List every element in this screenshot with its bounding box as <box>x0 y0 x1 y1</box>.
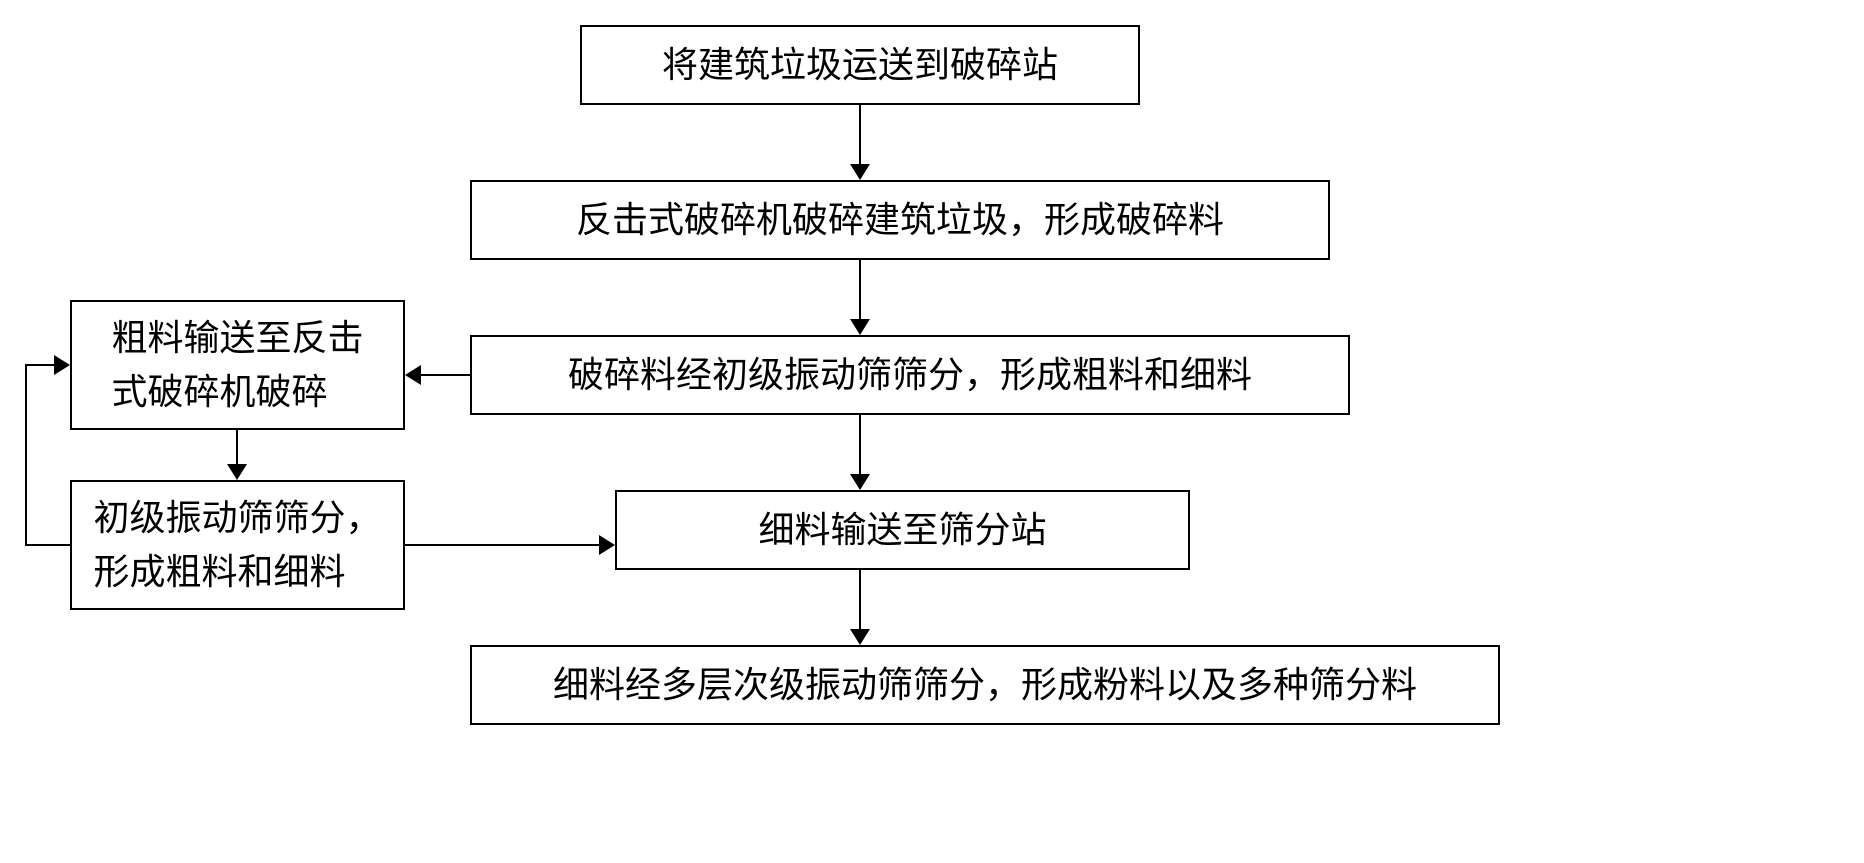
node-text: 破碎料经初级振动筛筛分，形成粗料和细料 <box>568 348 1252 402</box>
arrow-line <box>25 364 55 366</box>
arrow-line <box>25 364 27 546</box>
arrow-line <box>859 415 861 475</box>
flowchart-node-secondary-screen: 细料经多层次级振动筛筛分，形成粉料以及多种筛分料 <box>470 645 1500 725</box>
node-text: 粗料输送至反击式破碎机破碎 <box>111 311 363 419</box>
arrow-line <box>859 105 861 165</box>
arrow-line <box>859 570 861 630</box>
arrow-head-down-icon <box>850 319 870 335</box>
arrow-head-down-icon <box>850 164 870 180</box>
node-text: 细料输送至筛分站 <box>758 503 1046 557</box>
node-text: 反击式破碎机破碎建筑垃圾，形成破碎料 <box>576 193 1224 247</box>
arrow-line <box>25 544 70 546</box>
arrow-head-down-icon <box>227 464 247 480</box>
flowchart-node-primary-screen: 破碎料经初级振动筛筛分，形成粗料和细料 <box>470 335 1350 415</box>
arrow-line <box>420 374 470 376</box>
arrow-line <box>859 260 861 320</box>
flowchart-node-crush: 反击式破碎机破碎建筑垃圾，形成破碎料 <box>470 180 1330 260</box>
arrow-head-left-icon <box>405 365 421 385</box>
flowchart-node-rescreen: 初级振动筛筛分，形成粗料和细料 <box>70 480 405 610</box>
node-text: 初级振动筛筛分，形成粗料和细料 <box>93 491 381 599</box>
flowchart-node-fine-transport: 细料输送至筛分站 <box>615 490 1190 570</box>
arrow-head-down-icon <box>850 629 870 645</box>
arrow-head-down-icon <box>850 474 870 490</box>
node-text: 将建筑垃圾运送到破碎站 <box>662 38 1058 92</box>
arrow-line <box>236 430 238 465</box>
arrow-head-right-icon <box>599 535 615 555</box>
arrow-line <box>405 544 600 546</box>
arrow-head-right-icon <box>54 355 70 375</box>
node-text: 细料经多层次级振动筛筛分，形成粉料以及多种筛分料 <box>553 658 1417 712</box>
flowchart-node-coarse-crush: 粗料输送至反击式破碎机破碎 <box>70 300 405 430</box>
flowchart-node-transport: 将建筑垃圾运送到破碎站 <box>580 25 1140 105</box>
